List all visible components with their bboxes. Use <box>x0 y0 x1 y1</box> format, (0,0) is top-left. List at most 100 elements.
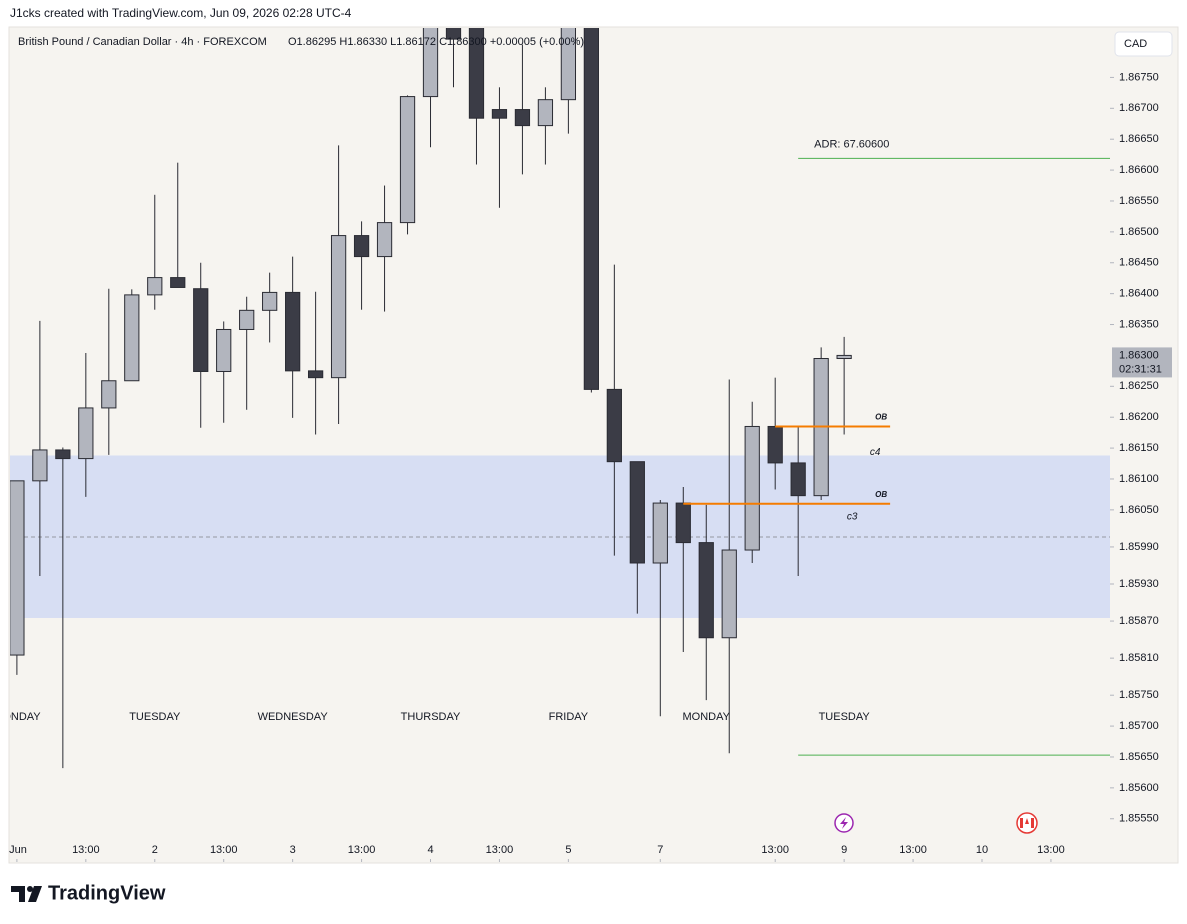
x-tick-label: 13:00 <box>1037 844 1065 856</box>
y-tick-label: 1.85750 <box>1119 689 1159 701</box>
x-tick-label: 13:00 <box>899 844 927 856</box>
candle-body <box>583 28 599 390</box>
candle-body <box>721 549 737 639</box>
session-label: MONDAY <box>683 711 731 723</box>
y-tick-label: 1.86550 <box>1119 195 1159 207</box>
candle-body <box>239 309 255 330</box>
candle-body <box>514 109 531 127</box>
x-tick-label: 7 <box>657 844 663 856</box>
y-tick-label: 1.85550 <box>1119 813 1159 825</box>
candle-body <box>399 96 416 224</box>
candle-body <box>32 449 48 482</box>
x-tick-label: 3 <box>290 844 296 856</box>
candle-body <box>468 28 485 119</box>
candle-body <box>698 542 714 639</box>
candle-body <box>790 462 806 497</box>
candle-body <box>216 328 232 372</box>
candle-body <box>307 370 324 379</box>
candle-body <box>767 425 783 464</box>
plot-area: MONDAY TUESDAY WEDNESDAY THURSDAY FRIDAY MOND… <box>0 28 1110 769</box>
session-label: THURSDAY <box>401 711 461 723</box>
candle-body <box>101 380 117 409</box>
x-tick-label: 2 <box>152 844 158 856</box>
candle-body <box>193 288 209 372</box>
ohlc-legend: O1.86295 H1.86330 L1.86172 C1.86300 +0.0… <box>288 36 584 48</box>
candle-body <box>560 28 577 101</box>
x-tick-label: 13:00 <box>72 844 100 856</box>
y-tick-label: 1.85810 <box>1119 652 1159 664</box>
y-tick-label: 1.85600 <box>1119 782 1159 794</box>
session-label: MONDAY <box>0 711 41 723</box>
y-tick-label: 1.85650 <box>1119 751 1159 763</box>
symbol: British Pound / Canadian Dollar · 4h · F… <box>18 36 267 48</box>
candle-body <box>445 28 462 40</box>
x-tick-label: 13:00 <box>210 844 238 856</box>
order-block-label: OB <box>875 413 887 422</box>
level-label: ADR: 67.60600 <box>814 138 889 150</box>
candle-body <box>285 291 301 372</box>
candle-body <box>10 480 25 656</box>
y-tick-label: 1.86650 <box>1119 133 1159 145</box>
flag-icon[interactable] <box>1016 812 1038 834</box>
order-block-label: OB <box>875 490 887 499</box>
x-tick-label: Jun <box>9 844 27 856</box>
last-price: 1.86300 <box>1119 349 1159 361</box>
y-tick-label: 1.85870 <box>1119 615 1159 627</box>
brand: TradingView <box>48 882 166 904</box>
candle-body <box>836 354 852 360</box>
candle-body <box>170 277 186 288</box>
session-label: FRIDAY <box>549 711 589 723</box>
x-tick-label: 9 <box>841 844 847 856</box>
y-tick-label: 1.86700 <box>1119 102 1159 114</box>
order-block-note: c4 <box>870 447 881 458</box>
y-tick-label: 1.86050 <box>1119 504 1159 516</box>
session-label: TUESDAY <box>129 711 181 723</box>
x-tick-label: 10 <box>976 844 988 856</box>
y-tick-label: 1.86600 <box>1119 164 1159 176</box>
candle-body <box>675 502 691 544</box>
y-tick-label: 1.86250 <box>1119 380 1159 392</box>
candle-body <box>55 449 71 460</box>
candle-body <box>262 291 278 311</box>
x-tick-label: 13:00 <box>761 844 789 856</box>
session-label: WEDNESDAY <box>258 711 329 723</box>
event-icon[interactable] <box>834 813 854 833</box>
candle-body <box>353 235 370 258</box>
y-tick-label: 1.85990 <box>1119 541 1159 553</box>
y-tick-label: 1.86350 <box>1119 318 1159 330</box>
last-price-box <box>1112 347 1172 378</box>
x-tick-label: 13:00 <box>348 844 376 856</box>
x-tick-label: 4 <box>427 844 433 856</box>
credit: J1cks created with TradingView.com, Jun … <box>10 6 352 20</box>
y-tick-label: 1.86100 <box>1119 473 1159 485</box>
candle-body <box>652 502 668 564</box>
y-tick-label: 1.86400 <box>1119 288 1159 300</box>
currency-button[interactable] <box>1114 31 1173 57</box>
candle-body <box>629 461 645 564</box>
candle-body <box>744 425 760 551</box>
candle-body <box>147 277 163 296</box>
x-tick-label: 13:00 <box>486 844 514 856</box>
candle-body <box>124 294 140 382</box>
y-tick-label: 1.86450 <box>1119 257 1159 269</box>
candle-body <box>537 99 554 127</box>
candle-body <box>376 222 393 258</box>
y-tick-label: 1.85700 <box>1119 720 1159 732</box>
session-label: TUESDAY <box>819 711 871 723</box>
y-tick-label: 1.85930 <box>1119 578 1159 590</box>
candle-body <box>606 388 622 463</box>
countdown: 02:31:31 <box>1119 363 1162 375</box>
candle-body <box>422 28 439 98</box>
x-tick-label: 5 <box>565 844 571 856</box>
y-tick-label: 1.86500 <box>1119 226 1159 238</box>
y-tick-label: 1.86750 <box>1119 71 1159 83</box>
brand-logo <box>11 886 42 902</box>
candle-body <box>491 109 508 119</box>
y-tick-label: 1.86200 <box>1119 411 1159 423</box>
candle-body <box>330 235 347 379</box>
currency[interactable]: CAD <box>1124 38 1147 50</box>
order-block-note: c3 <box>847 511 858 522</box>
y-tick-label: 1.86150 <box>1119 442 1159 454</box>
candle-body <box>78 407 94 460</box>
